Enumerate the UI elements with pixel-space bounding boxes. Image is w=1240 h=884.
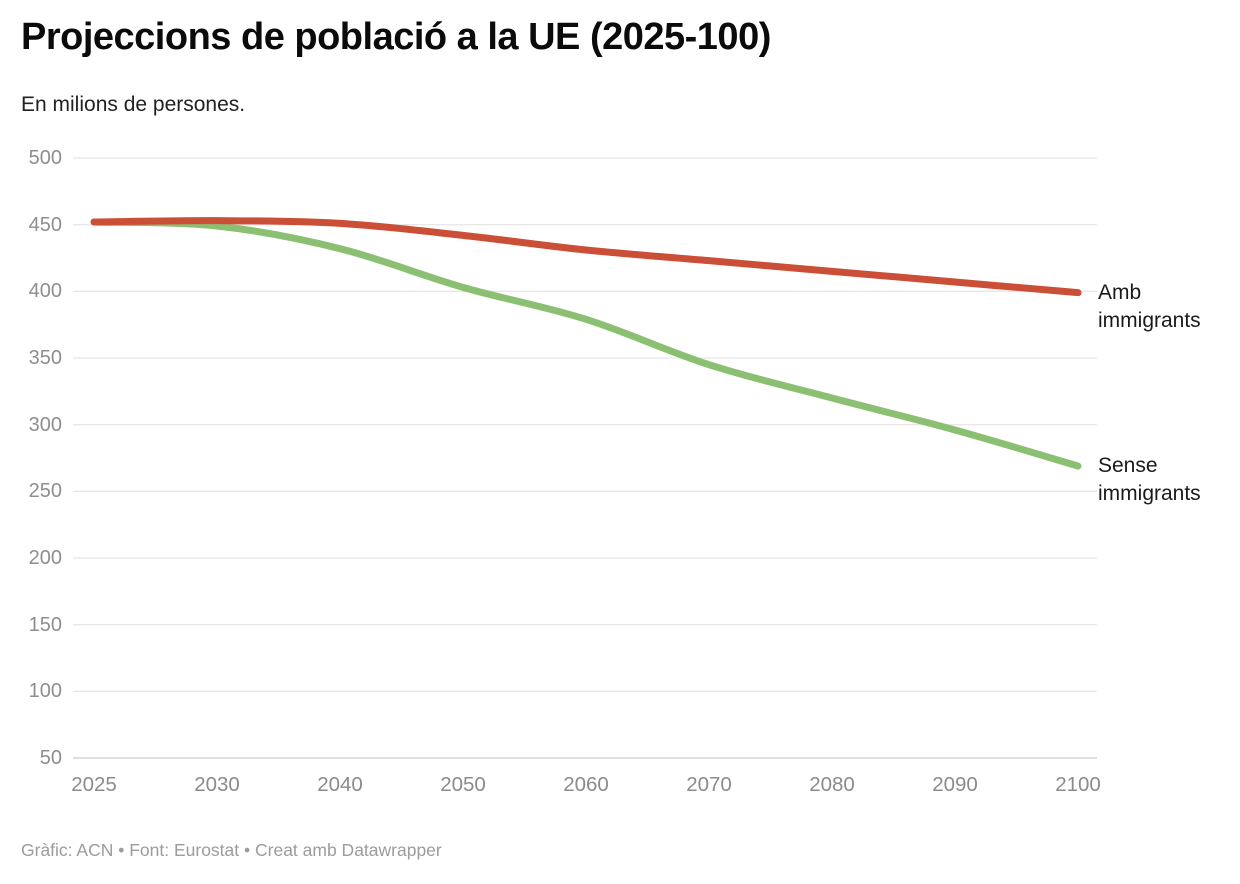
y-tick-label: 450 <box>28 213 62 236</box>
y-tick-label: 150 <box>28 613 62 636</box>
x-tick-label: 2080 <box>809 773 855 796</box>
y-tick-label: 200 <box>28 547 62 569</box>
x-tick-label: 2060 <box>563 773 609 796</box>
x-tick-label: 2030 <box>194 773 240 796</box>
series-label-line: Amb <box>1098 280 1142 304</box>
y-tick-label: 50 <box>39 747 62 769</box>
y-tick-label: 350 <box>28 347 62 369</box>
series-line-amb-immigrants <box>90 217 1082 297</box>
chart-footer: Gràfic: ACN • Font: Eurostat • Creat amb… <box>21 840 442 860</box>
series-label-line: Sense <box>1098 454 1158 477</box>
series-label-sense-immigrants: Sense immigrants <box>1098 452 1201 508</box>
y-tick-label: 100 <box>28 680 62 703</box>
series-label-amb-immigrants: Amb immigrants <box>1098 279 1201 335</box>
series-label-line: immigrants <box>1098 308 1201 332</box>
y-tick-label: 300 <box>28 413 62 436</box>
series-label-line: immigrants <box>1098 482 1201 505</box>
chart-subtitle: En milions de persones. <box>21 93 246 116</box>
y-tick-label: 500 <box>28 147 62 169</box>
y-tick-label: 250 <box>28 480 62 503</box>
chart-title: Projeccions de població a la UE (2025-10… <box>21 16 771 58</box>
x-tick-label: 2090 <box>932 773 978 796</box>
x-tick-label: 2070 <box>686 773 732 796</box>
x-tick-label: 2050 <box>440 773 486 796</box>
x-tick-label: 2100 <box>1055 773 1101 796</box>
y-tick-label: 400 <box>28 280 62 303</box>
series-line-sense-immigrants <box>90 218 1082 470</box>
x-tick-label: 2025 <box>71 773 117 796</box>
x-tick-label: 2040 <box>317 773 363 796</box>
